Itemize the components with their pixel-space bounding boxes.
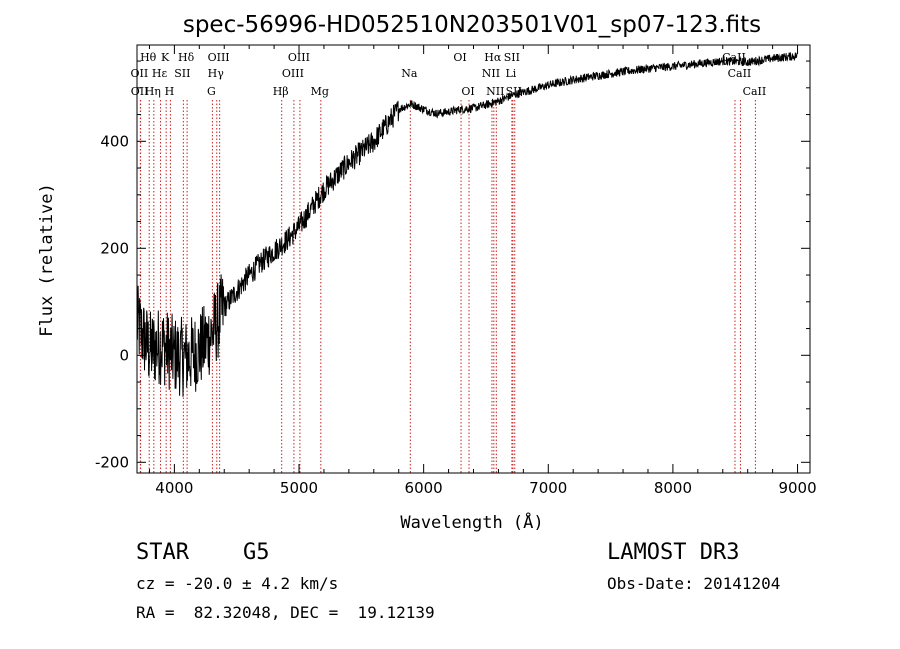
- y-tick-label: 200: [100, 239, 129, 257]
- y-tick-label: 0: [119, 346, 129, 364]
- plot-frame: [136, 44, 811, 474]
- x-tick-label: 7000: [529, 479, 567, 497]
- line-label: H: [165, 85, 175, 98]
- x-tick-label: 5000: [280, 479, 318, 497]
- line-label: Na: [401, 67, 418, 80]
- line-label: OI: [453, 51, 466, 64]
- line-label: SII: [504, 51, 520, 64]
- line-label: Hγ: [208, 67, 225, 80]
- line-label: G: [207, 85, 216, 98]
- line-label: NII: [482, 67, 500, 80]
- line-label: OIII: [208, 51, 230, 64]
- y-axis-label: Flux (relative): [37, 183, 57, 337]
- line-label: SII: [174, 67, 190, 80]
- x-tick-label: 9000: [778, 479, 816, 497]
- line-label: Hθ: [140, 51, 157, 64]
- line-label: Hε: [152, 67, 168, 80]
- survey-name: LAMOST DR3: [607, 540, 740, 565]
- line-label: Mg: [311, 85, 329, 98]
- coordinates: RA = 82.32048, DEC = 19.12139: [136, 603, 435, 622]
- line-label: OI: [461, 85, 474, 98]
- chart-title: spec-56996-HD052510N203501V01_sp07-123.f…: [183, 12, 761, 38]
- line-label: CaII: [728, 67, 752, 80]
- axis-ticks: 4000 5000 6000 7000 8000 9000 -200 0 200 400: [95, 45, 817, 497]
- line-label: NII: [486, 85, 504, 98]
- observation-date: Obs-Date: 20141204: [607, 574, 781, 593]
- line-label: Li: [505, 67, 516, 80]
- flux-series: [136, 52, 798, 397]
- y-tick-label: -200: [95, 453, 129, 471]
- flux-line: [136, 52, 798, 397]
- line-label: Hα: [484, 51, 502, 64]
- line-label: Hδ: [178, 51, 195, 64]
- x-axis-label: Wavelength (Å): [400, 511, 543, 533]
- x-tick-label: 8000: [654, 479, 692, 497]
- object-class: STAR: [136, 540, 189, 565]
- line-label: Hη: [145, 85, 161, 98]
- object-subclass: G5: [243, 540, 270, 565]
- redshift-info: cz = -20.0 ± 4.2 km/s: [136, 574, 339, 593]
- line-label: Hβ: [273, 85, 289, 98]
- line-label: OIII: [282, 67, 304, 80]
- line-label: OII: [131, 85, 149, 98]
- line-label: OII: [131, 67, 149, 80]
- y-tick-label: 400: [100, 132, 129, 150]
- line-label: K: [161, 51, 170, 64]
- x-tick-label: 4000: [155, 479, 193, 497]
- x-tick-label: 6000: [405, 479, 443, 497]
- line-label: OIII: [288, 51, 310, 64]
- line-label: CaII: [743, 85, 767, 98]
